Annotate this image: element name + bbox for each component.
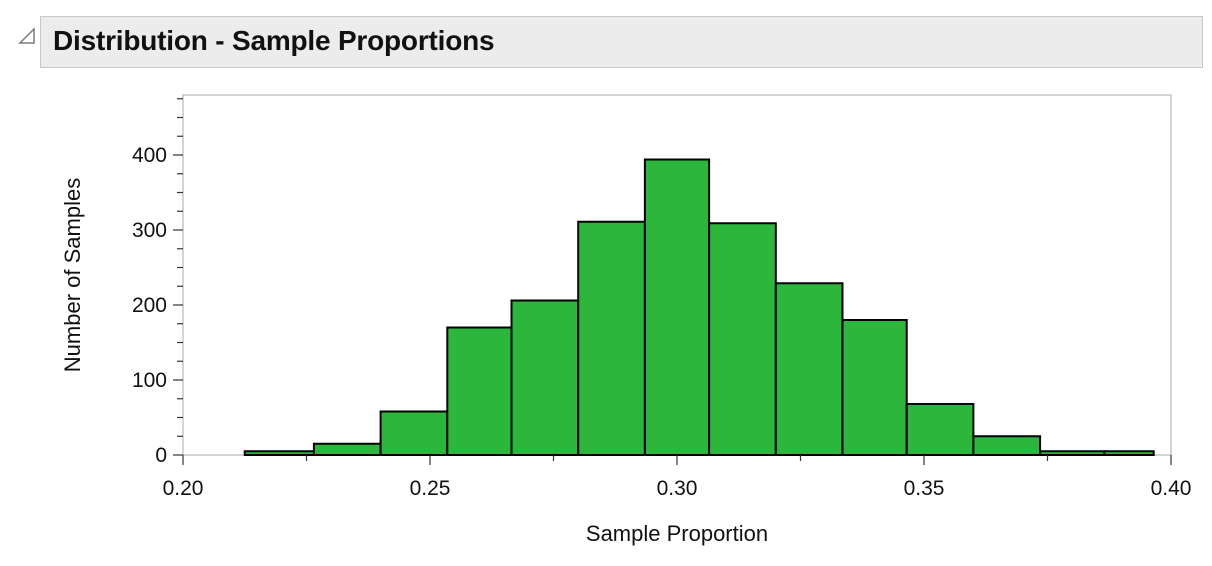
x-tick-label: 0.35 [904,477,945,500]
disclosure-triangle-icon[interactable] [18,26,38,46]
histogram-bar-11 [905,403,975,456]
histogram-bar-4 [446,326,513,456]
report-title: Distribution - Sample Proportions [53,25,495,56]
histogram-bar-14 [1103,450,1155,456]
histogram-bar-1 [243,450,315,456]
histogram-bar-9 [774,282,844,456]
histogram-bar-6 [577,220,646,456]
x-axis: 0.20 0.25 0.30 0.35 0.40 [163,455,1192,500]
y-tick-label: 200 [132,294,167,317]
histogram-bar-12 [972,435,1042,456]
y-axis: 0 100 200 300 400 [132,98,183,467]
histogram-bar-3 [379,410,449,456]
y-tick-label: 0 [155,444,167,467]
histogram-bar-10 [841,319,908,456]
x-tick-label: 0.25 [410,477,451,500]
bars-group [243,158,1155,456]
y-tick-label: 100 [132,369,167,392]
histogram-bar-13 [1039,450,1106,456]
y-tick-label: 300 [132,219,167,242]
histogram-bar-7 [643,158,711,456]
report-header: Distribution - Sample Proportions [40,16,1203,68]
histogram-bar-5 [510,299,580,456]
x-tick-label: 0.30 [657,477,698,500]
histogram-bar-2 [312,442,382,456]
x-tick-label: 0.40 [1151,477,1192,500]
x-axis-title: Sample Proportion [586,521,768,546]
y-tick-label: 400 [132,144,167,167]
x-tick-label: 0.20 [163,477,204,500]
y-axis-title: Number of Samples [60,178,85,372]
histogram-bar-8 [708,222,777,456]
